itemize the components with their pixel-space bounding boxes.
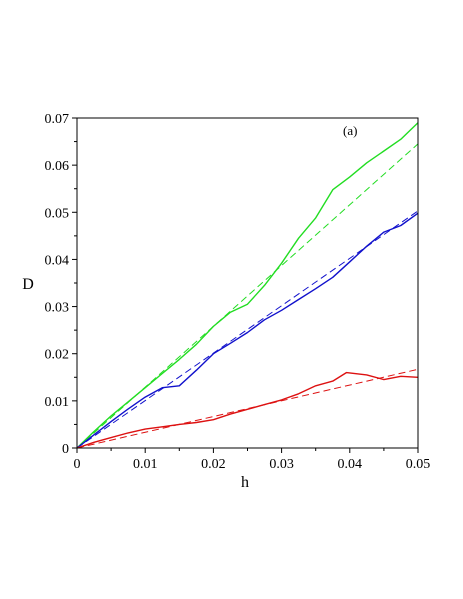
y-tick-label: 0 <box>62 442 69 457</box>
y-tick-label: 0.01 <box>45 395 70 410</box>
y-tick-label: 0.07 <box>45 112 70 127</box>
panel-annotation: (a) <box>343 123 357 138</box>
series-line-4-data <box>76 371 419 449</box>
series-line-1-fit <box>76 143 419 449</box>
x-tick-label: 0 <box>74 457 81 472</box>
series-line-3-fit <box>76 210 419 449</box>
x-tick-label: 0.02 <box>201 457 226 472</box>
x-tick-label: 0.01 <box>133 457 158 472</box>
series-line-0-data <box>76 122 419 449</box>
y-tick-label: 0.04 <box>45 253 70 268</box>
series-line-5-fit <box>76 368 419 449</box>
y-axis-label: D <box>22 276 34 293</box>
axes: 0 0.01 0.02 0.03 0.04 0.05 0 0.01 0.02 0.03 0.04 0.… <box>45 112 431 472</box>
y-tick-label: 0.06 <box>45 159 70 174</box>
series-line-2-data <box>76 212 419 449</box>
x-tick-label: 0.04 <box>338 457 363 472</box>
y-tick-label: 0.05 <box>45 206 70 221</box>
y-tick-label: 0.02 <box>45 348 70 363</box>
x-tick-label: 0.05 <box>406 457 431 472</box>
x-tick-label: 0.03 <box>269 457 294 472</box>
x-axis-label: h <box>241 474 249 491</box>
plot-area <box>76 122 419 449</box>
plot-frame <box>76 117 419 449</box>
y-tick-label: 0.03 <box>45 301 70 316</box>
